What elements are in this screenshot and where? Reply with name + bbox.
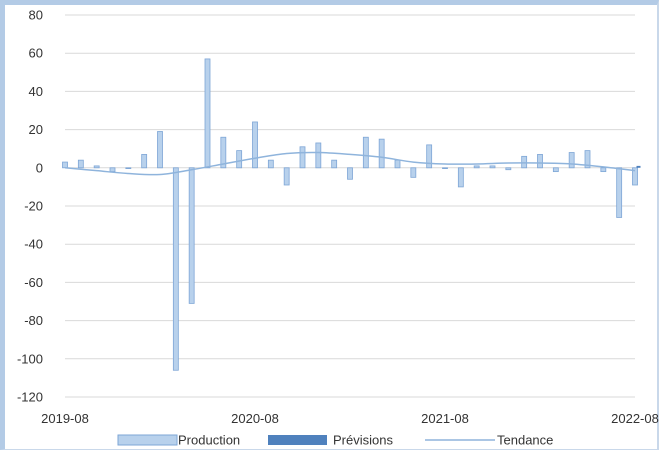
production-bar [93, 165, 100, 169]
y-tick-label: -100 [17, 351, 43, 366]
production-bar [378, 138, 385, 169]
production-bar [489, 165, 496, 169]
y-tick-label: -20 [24, 199, 43, 214]
legend-tendance-label: Tendance [497, 433, 553, 448]
production-bar [331, 159, 338, 169]
production-bars [62, 58, 638, 371]
production-bar [220, 136, 227, 169]
production-bar [267, 159, 274, 169]
trend-line [64, 151, 636, 176]
production-bar [457, 167, 464, 188]
production-bar [315, 142, 322, 169]
grid-lines [65, 14, 635, 398]
production-bar [347, 167, 353, 180]
production-bar [188, 167, 195, 304]
production-bar [157, 131, 163, 169]
production-bar [552, 167, 559, 173]
chart-svg: 80 60 40 20 0 -20 -40 -60 -80 -100 -120 2019-08 202… [17, 8, 659, 448]
forecast-bars [636, 165, 641, 168]
production-bar [410, 167, 417, 178]
production-bar [236, 150, 243, 169]
production-bar [204, 58, 211, 169]
legend-production-label: Production [178, 433, 240, 448]
legend-previsions-label: Prévisions [333, 433, 393, 448]
production-bar [442, 167, 448, 170]
production-bar [537, 154, 543, 169]
production-bar [109, 167, 116, 173]
y-tick-label: 0 [36, 160, 43, 175]
production-bar [299, 146, 306, 169]
production-bar [632, 167, 638, 186]
production-bar [616, 167, 623, 218]
production-bar [125, 167, 132, 170]
production-bar [394, 159, 401, 169]
production-bar [426, 144, 433, 169]
production-bar [362, 136, 369, 169]
legend-production-swatch [117, 434, 178, 446]
production-bar [505, 167, 512, 171]
forecast-bar [636, 165, 641, 168]
production-bar [77, 159, 84, 169]
production-bar [172, 167, 179, 371]
y-tick-label: -120 [17, 390, 43, 405]
production-bar [521, 155, 528, 169]
y-tick-label: -40 [24, 237, 43, 252]
production-bar [62, 161, 68, 169]
y-tick-label: -60 [24, 275, 43, 290]
y-tick-label: 20 [29, 122, 43, 137]
production-bar [568, 152, 575, 169]
production-bar [473, 165, 480, 169]
y-tick-label: 40 [29, 84, 43, 99]
production-bar [252, 121, 258, 169]
production-bar [584, 150, 591, 169]
legend-previsions-swatch [268, 435, 327, 445]
y-axis-labels: 80 60 40 20 0 -20 -40 -60 -80 -100 -120 [17, 8, 43, 405]
production-bar [283, 167, 290, 186]
production-bar [141, 154, 148, 169]
x-tick-label: 2022-08 [611, 411, 659, 426]
x-tick-label: 2019-08 [41, 411, 89, 426]
x-axis-labels: 2019-08 2020-08 2021-08 2022-08 [41, 411, 659, 426]
y-tick-label: 80 [29, 8, 43, 23]
x-tick-label: 2021-08 [421, 411, 469, 426]
legend: Production Prévisions Tendance [117, 433, 553, 448]
x-tick-label: 2020-08 [231, 411, 279, 426]
production-bar [600, 167, 607, 173]
y-tick-label: 60 [29, 46, 43, 61]
y-tick-label: -80 [24, 313, 43, 328]
